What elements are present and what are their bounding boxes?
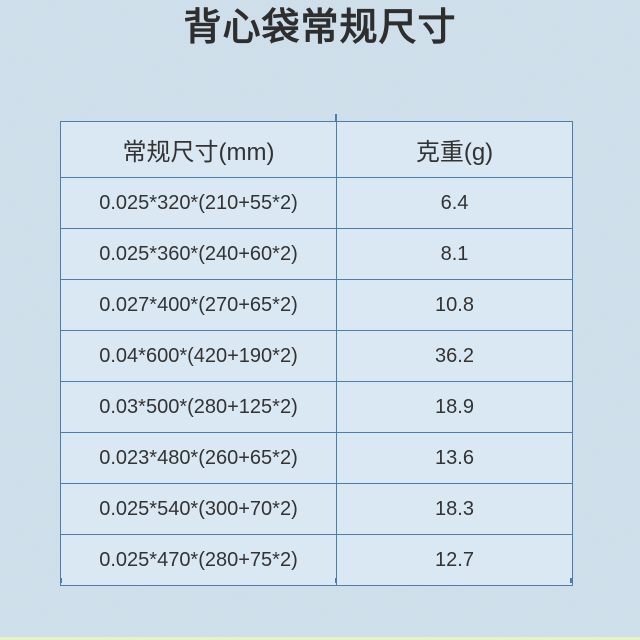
cell-size: 0.025*320*(210+55*2) bbox=[60, 177, 337, 229]
cell-weight: 6.4 bbox=[336, 177, 573, 229]
cell-weight: 13.6 bbox=[336, 432, 573, 484]
gridline-overhang-top-center bbox=[335, 114, 337, 122]
gridline-overhang-bottom-center bbox=[335, 578, 337, 583]
table-row: 0.025*360*(240+60*2) 8.1 bbox=[60, 228, 573, 280]
cell-weight: 18.9 bbox=[336, 381, 573, 433]
cell-size: 0.027*400*(270+65*2) bbox=[60, 279, 337, 331]
bottom-accent-strip bbox=[0, 637, 640, 640]
cell-weight: 36.2 bbox=[336, 330, 573, 382]
table-row: 0.023*480*(260+65*2) 13.6 bbox=[60, 432, 573, 484]
gridline-overhang-bottom-left bbox=[60, 578, 62, 583]
cell-size: 0.025*470*(280+75*2) bbox=[60, 534, 337, 586]
cell-weight: 12.7 bbox=[336, 534, 573, 586]
header-cell-size: 常规尺寸(mm) bbox=[60, 121, 337, 178]
page-title: 背心袋常规尺寸 bbox=[183, 7, 457, 49]
gridline-overhang-bottom-right bbox=[570, 578, 572, 583]
table-row: 0.025*320*(210+55*2) 6.4 bbox=[60, 177, 573, 229]
table-row: 0.027*400*(270+65*2) 10.8 bbox=[60, 279, 573, 331]
cell-size: 0.023*480*(260+65*2) bbox=[60, 432, 337, 484]
table-row: 0.04*600*(420+190*2) 36.2 bbox=[60, 330, 573, 382]
cell-weight: 18.3 bbox=[336, 483, 573, 535]
header-cell-weight: 克重(g) bbox=[336, 121, 573, 178]
cell-weight: 8.1 bbox=[336, 228, 573, 280]
cell-size: 0.03*500*(280+125*2) bbox=[60, 381, 337, 433]
table-row: 0.025*540*(300+70*2) 18.3 bbox=[60, 483, 573, 535]
table-row: 0.025*470*(280+75*2) 12.7 bbox=[60, 534, 573, 586]
cell-size: 0.025*360*(240+60*2) bbox=[60, 228, 337, 280]
spec-table: 常规尺寸(mm) 克重(g) 0.025*320*(210+55*2) 6.4 … bbox=[60, 121, 573, 586]
table-row: 0.03*500*(280+125*2) 18.9 bbox=[60, 381, 573, 433]
cell-weight: 10.8 bbox=[336, 279, 573, 331]
cell-size: 0.025*540*(300+70*2) bbox=[60, 483, 337, 535]
table-header-row: 常规尺寸(mm) 克重(g) bbox=[60, 121, 573, 178]
cell-size: 0.04*600*(420+190*2) bbox=[60, 330, 337, 382]
